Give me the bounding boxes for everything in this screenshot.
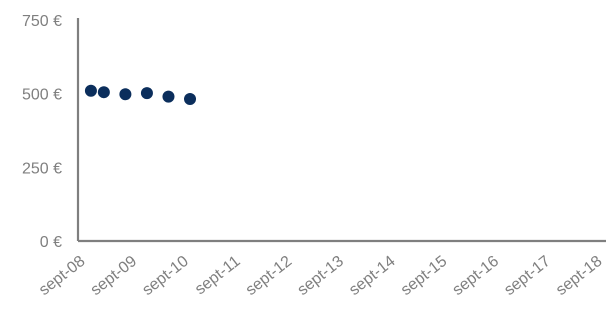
x-tick-label: sept-08 bbox=[36, 253, 89, 299]
data-point bbox=[140, 87, 153, 100]
data-point bbox=[119, 88, 132, 101]
x-tick-label: sept-18 bbox=[553, 253, 606, 299]
data-point bbox=[97, 86, 110, 99]
y-tick-label: 0 € bbox=[40, 234, 62, 251]
data-point bbox=[162, 90, 175, 103]
data-point bbox=[84, 84, 97, 97]
x-tick-label: sept-11 bbox=[192, 253, 244, 299]
x-tick-label: sept-14 bbox=[346, 253, 399, 299]
y-tick-label: 750 € bbox=[22, 13, 62, 30]
x-tick-label: sept-17 bbox=[501, 253, 554, 299]
y-tick-label: 250 € bbox=[22, 160, 62, 177]
x-tick-label: sept-09 bbox=[88, 253, 141, 299]
data-point bbox=[184, 92, 197, 105]
x-tick-label: sept-13 bbox=[294, 253, 347, 299]
x-tick-label: sept-15 bbox=[398, 253, 451, 299]
x-tick-label: sept-12 bbox=[243, 253, 296, 299]
x-tick-label: sept-16 bbox=[450, 253, 503, 299]
y-tick-label: 500 € bbox=[22, 87, 62, 104]
x-tick-label: sept-10 bbox=[139, 253, 192, 299]
